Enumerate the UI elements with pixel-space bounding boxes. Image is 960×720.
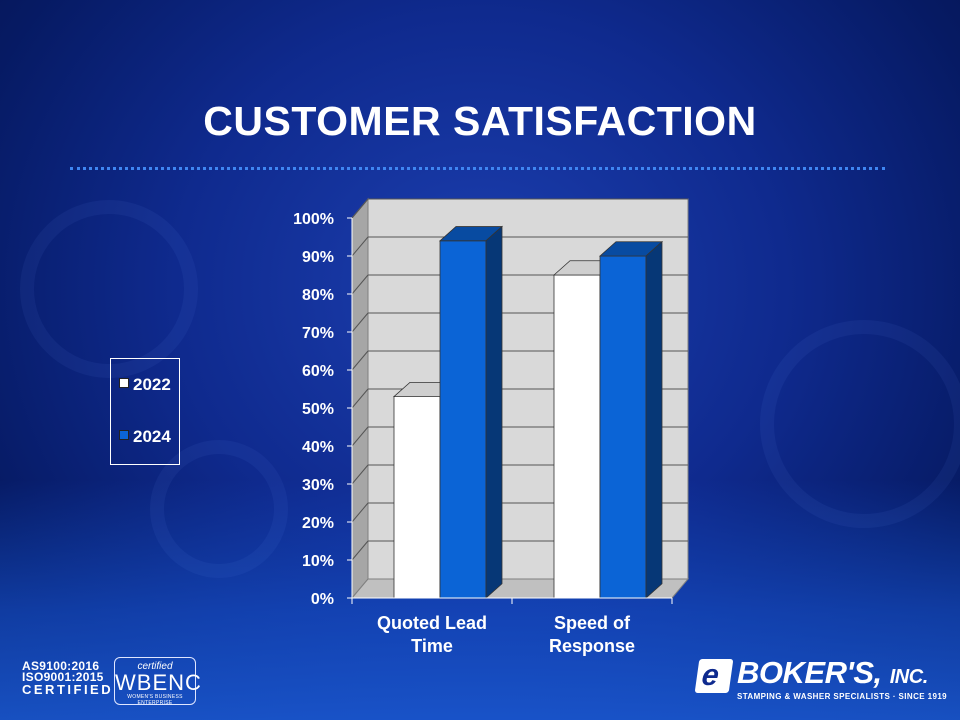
y-tick-label: 90%	[302, 249, 334, 266]
gridline-side	[351, 274, 369, 295]
chart-legend: 2022 2024	[110, 358, 180, 465]
certification-logo: AS9100:2016 ISO9001:2015 CERTIFIED	[22, 659, 114, 697]
slide-title: CUSTOMER SATISFACTION	[203, 98, 757, 144]
y-tick-label: 0%	[311, 591, 334, 608]
bokers-tagline: STAMPING & WASHER SPECIALISTS · SINCE 19…	[737, 692, 948, 701]
wbenc-name: WBENC	[115, 670, 202, 695]
cert-as9100: AS9100:2016	[22, 659, 100, 673]
bokers-logo-icon: e	[694, 659, 734, 693]
wbenc-logo: certified WBENC WOMEN'S BUSINESS ENTERPR…	[114, 657, 202, 706]
x-tick-label: Quoted Lead	[377, 613, 487, 633]
bar-2024-side	[485, 225, 503, 599]
cert-iso9001: ISO9001:2015	[22, 670, 104, 684]
y-tick-label: 50%	[302, 401, 334, 418]
gridline-side	[351, 540, 369, 561]
legend-swatch-2024	[119, 430, 129, 440]
bar-2022-front	[553, 274, 601, 599]
bokers-logo: e BOKER'S, INC. STAMPING & WASHER SPECIA…	[694, 655, 948, 707]
cert-certified: CERTIFIED	[22, 682, 114, 697]
y-tick-label: 10%	[302, 553, 334, 570]
bar-2024-side	[645, 240, 663, 599]
y-tick-label: 30%	[302, 477, 334, 494]
gridline-side	[351, 350, 369, 371]
x-tick-label: Time	[411, 636, 453, 656]
gridline-side	[351, 236, 369, 257]
gridline-side	[351, 464, 369, 485]
legend-label-2024: 2024	[133, 427, 171, 446]
legend-swatch-2022	[119, 378, 129, 388]
gridline-side	[351, 388, 369, 409]
wbenc-subtitle: WOMEN'S BUSINESS ENTERPRISE	[127, 694, 183, 706]
title-divider	[70, 167, 885, 170]
x-tick-label: Response	[549, 636, 635, 656]
bar-2022-front	[393, 396, 441, 599]
x-tick-label: Speed of	[554, 613, 631, 633]
gridline-side	[351, 502, 369, 523]
bokers-name: BOKER'S, INC.	[737, 655, 928, 691]
y-tick-label: 40%	[302, 439, 334, 456]
legend-label-2022: 2022	[133, 375, 171, 394]
gridline-side	[351, 426, 369, 447]
legend-item-2022: 2022	[119, 375, 171, 395]
gridline-side	[351, 198, 369, 219]
bar-2024-front	[599, 255, 647, 599]
y-tick-label: 20%	[302, 515, 334, 532]
y-tick-label: 60%	[302, 363, 334, 380]
bokers-name-suffix: INC.	[889, 666, 929, 688]
gridline-side	[351, 312, 369, 333]
legend-item-2024: 2024	[119, 427, 171, 447]
wbenc-certified-text: certified	[137, 661, 173, 672]
y-tick-label: 70%	[302, 325, 334, 342]
bokers-name-main: BOKER'S,	[737, 655, 882, 690]
bar-2024-front	[439, 240, 487, 599]
y-tick-label: 100%	[293, 211, 334, 228]
y-tick-label: 80%	[302, 287, 334, 304]
